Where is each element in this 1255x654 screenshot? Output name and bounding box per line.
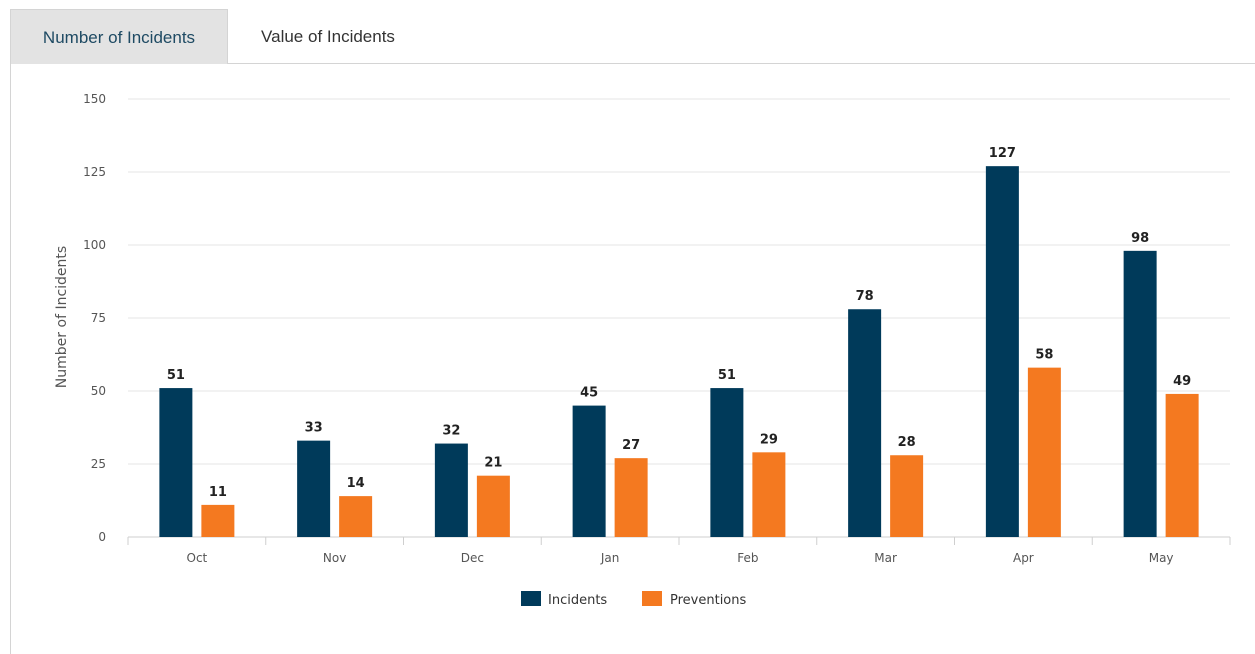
preventions-bar bbox=[201, 504, 235, 537]
incidents-bar bbox=[985, 166, 1019, 537]
x-tick-label: May bbox=[1149, 551, 1174, 565]
incidents-bar bbox=[572, 405, 606, 537]
preventions-data-label: 29 bbox=[760, 432, 778, 447]
incidents-bar bbox=[848, 309, 882, 537]
x-tick-label: Feb bbox=[737, 551, 758, 565]
incidents-data-label: 32 bbox=[442, 424, 460, 439]
tab-divider bbox=[228, 63, 1255, 64]
legend-label-incidents: Incidents bbox=[548, 593, 607, 608]
x-tick-label: Dec bbox=[461, 551, 484, 565]
y-tick-label: 100 bbox=[83, 238, 106, 252]
incidents-data-label: 78 bbox=[856, 289, 874, 304]
chart-tab-bar: Number of Incidents Value of Incidents bbox=[0, 0, 1255, 64]
preventions-data-label: 21 bbox=[484, 456, 502, 471]
y-tick-label: 0 bbox=[98, 530, 106, 544]
x-tick-label: Mar bbox=[874, 551, 897, 565]
y-tick-label: 75 bbox=[91, 311, 106, 325]
panel-border bbox=[10, 64, 11, 654]
y-axis-title: Number of Incidents bbox=[54, 246, 70, 388]
legend-swatch-preventions bbox=[642, 591, 662, 606]
incidents-data-label: 98 bbox=[1131, 231, 1149, 246]
bars bbox=[159, 166, 1199, 537]
grid-lines bbox=[128, 98, 1230, 465]
incidents-data-label: 45 bbox=[580, 386, 598, 401]
preventions-data-label: 11 bbox=[209, 485, 227, 500]
y-tick-label: 50 bbox=[91, 384, 106, 398]
preventions-bar bbox=[614, 458, 648, 537]
incidents-data-label: 33 bbox=[305, 421, 323, 436]
preventions-bar bbox=[339, 496, 373, 537]
preventions-bar bbox=[476, 475, 510, 537]
preventions-bar bbox=[752, 452, 786, 537]
y-tick-label: 25 bbox=[91, 457, 106, 471]
x-tick-label: Apr bbox=[1013, 551, 1034, 565]
preventions-bar bbox=[890, 455, 924, 537]
preventions-data-label: 49 bbox=[1173, 374, 1191, 389]
incidents-bar bbox=[1123, 250, 1157, 537]
preventions-data-label: 14 bbox=[347, 476, 365, 491]
legend-swatch-incidents bbox=[521, 591, 541, 606]
y-tick-label: 150 bbox=[83, 92, 106, 106]
preventions-data-label: 58 bbox=[1035, 348, 1053, 363]
legend-label-preventions: Preventions bbox=[670, 593, 747, 608]
incidents-bar bbox=[297, 440, 331, 537]
incidents-bar bbox=[159, 388, 193, 537]
incidents-data-label: 127 bbox=[989, 146, 1016, 161]
x-tick-label: Nov bbox=[323, 551, 346, 565]
preventions-bar bbox=[1027, 367, 1061, 537]
x-tick-label: Jan bbox=[600, 551, 620, 565]
legend: Incidents Preventions bbox=[521, 591, 747, 608]
incidents-bar bbox=[434, 443, 468, 537]
x-axis: Oct Nov Dec Jan Feb Mar Apr May bbox=[127, 536, 1231, 565]
preventions-data-label: 27 bbox=[622, 438, 640, 453]
x-tick-label: Oct bbox=[187, 551, 208, 565]
incidents-data-label: 51 bbox=[718, 368, 736, 383]
y-axis: 0 25 50 75 100 125 150 bbox=[83, 92, 106, 544]
y-tick-label: 125 bbox=[83, 165, 106, 179]
preventions-data-label: 28 bbox=[898, 435, 916, 450]
tab-value-of-incidents[interactable]: Value of Incidents bbox=[261, 27, 395, 46]
incidents-bar bbox=[710, 388, 744, 537]
data-labels: 51 11 33 14 32 21 45 27 51 29 78 28 127 58 98 49 bbox=[167, 146, 1191, 500]
preventions-bar bbox=[1165, 393, 1199, 537]
incidents-data-label: 51 bbox=[167, 368, 185, 383]
tab-number-of-incidents[interactable]: Number of Incidents bbox=[10, 9, 228, 64]
